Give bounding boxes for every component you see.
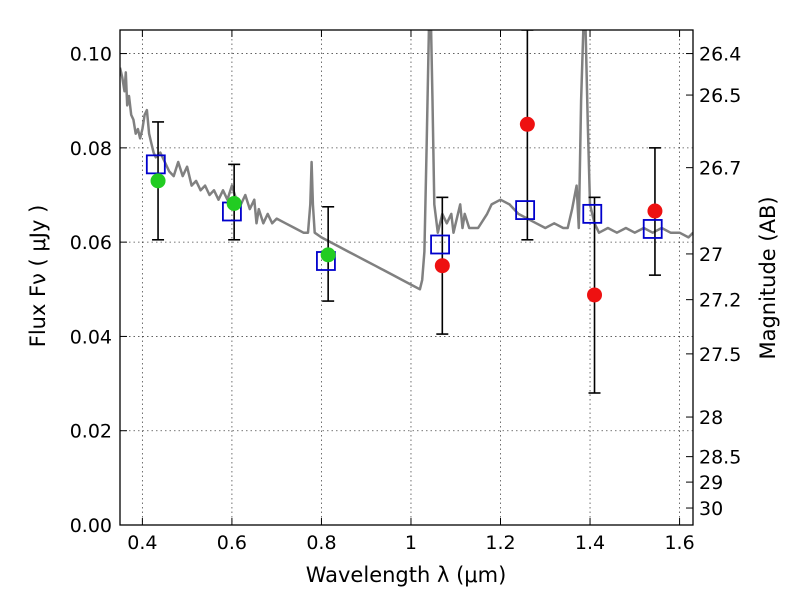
right-axis-label: Magnitude (AB) <box>756 196 780 359</box>
detection-point <box>150 173 166 189</box>
y-tick-label: 0.10 <box>70 44 112 66</box>
x-axis-label: Wavelength λ (μm) <box>306 563 507 587</box>
x-tick-label: 1.2 <box>485 532 515 554</box>
y-tick-label: 0.04 <box>70 326 112 348</box>
detection-point <box>519 116 535 132</box>
detection-point <box>587 287 603 303</box>
gridlines <box>120 30 693 525</box>
detection-point <box>647 203 663 219</box>
plot-frame <box>119 29 694 526</box>
y-tick-label: 0.00 <box>70 515 112 537</box>
x-tick-label: 1 <box>405 532 417 554</box>
y-axis: 0.00 0.02 0.04 0.06 0.08 0.10 <box>70 44 127 537</box>
y-tick-label: 0.06 <box>70 232 112 254</box>
model-square-point <box>642 219 663 239</box>
right-tick-label: 26.5 <box>699 85 741 107</box>
right-tick-label: 27 <box>699 244 723 266</box>
model-square-point <box>582 203 603 224</box>
y-tick-label: 0.02 <box>70 421 112 443</box>
right-tick-label: 26.4 <box>699 44 741 66</box>
detection-point <box>320 247 336 263</box>
x-axis: 0.4 0.6 0.8 1 1.2 1.4 1.6 <box>127 30 695 554</box>
x-tick-label: 1.4 <box>575 532 605 554</box>
right-tick-label: 30 <box>699 498 723 520</box>
sed-template-line <box>120 30 693 291</box>
right-tick-label: 29 <box>699 472 723 494</box>
right-tick-label: 26.7 <box>699 158 741 180</box>
x-tick-label: 0.6 <box>217 532 247 554</box>
plot-area <box>120 30 693 394</box>
series-layer <box>120 30 693 394</box>
x-tick-label: 0.8 <box>306 532 336 554</box>
right-tick-label: 27.2 <box>699 290 741 312</box>
detection-point <box>434 258 450 274</box>
right-tick-label: 27.5 <box>699 344 741 366</box>
x-tick-label: 0.4 <box>127 532 157 554</box>
model-square-point <box>515 200 536 220</box>
right-magnitude-axis: 26.4 26.5 26.7 27 27.2 27.5 28 28.5 29 30 <box>686 44 741 520</box>
model-square-point <box>430 234 450 255</box>
detection-point <box>226 195 242 211</box>
y-axis-label: Flux Fν ( μJy ) <box>26 205 50 348</box>
right-tick-label: 28.5 <box>699 447 741 469</box>
right-tick-label: 28 <box>699 407 723 429</box>
y-tick-label: 0.08 <box>70 138 112 160</box>
model-square-point <box>145 154 166 175</box>
x-tick-label: 1.6 <box>664 532 694 554</box>
